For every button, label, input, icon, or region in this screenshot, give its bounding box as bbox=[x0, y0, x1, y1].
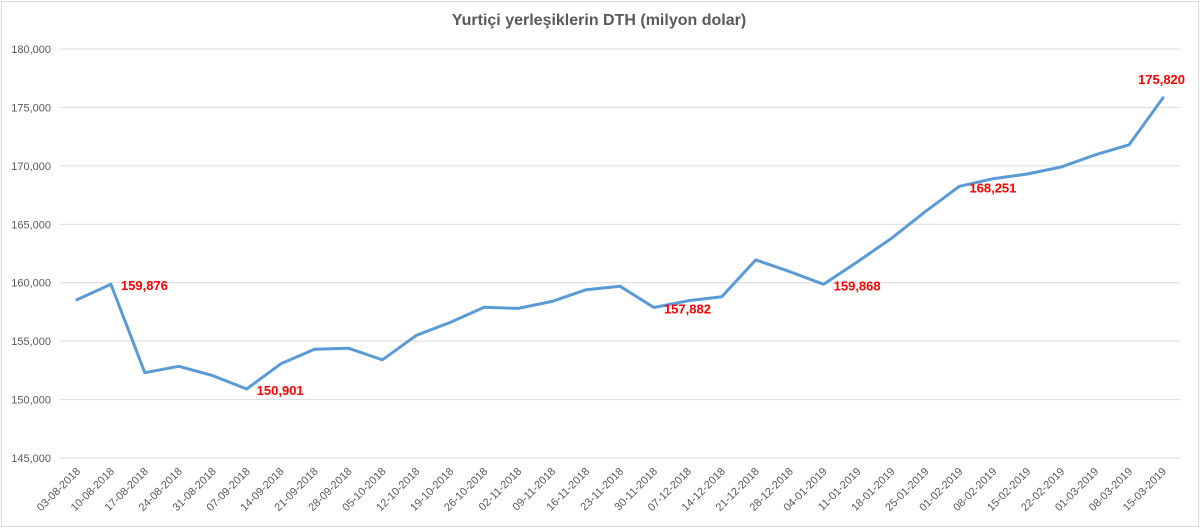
y-tick-label: 170,000 bbox=[11, 161, 51, 173]
x-axis-tick-labels: 03-08-201810-08-201817-08-201824-08-2018… bbox=[35, 466, 1169, 514]
y-tick-label: 160,000 bbox=[11, 278, 51, 290]
data-label: 168,251 bbox=[969, 180, 1016, 195]
series-line bbox=[75, 96, 1165, 391]
gridlines bbox=[60, 48, 1180, 459]
data-label: 159,876 bbox=[121, 278, 168, 293]
y-axis-tick-labels: 145,000 150,000 155,000 160,000 165,000 170,0… bbox=[11, 44, 51, 465]
y-tick-label: 150,000 bbox=[11, 395, 51, 407]
y-tick-label: 155,000 bbox=[11, 336, 51, 348]
data-label: 159,868 bbox=[834, 278, 881, 293]
y-tick-label: 145,000 bbox=[11, 453, 51, 465]
chart-title: Yurtiçi yerleşiklerin DTH (milyon dolar) bbox=[452, 12, 746, 29]
y-tick-label: 175,000 bbox=[11, 102, 51, 114]
data-label: 150,901 bbox=[257, 383, 304, 398]
y-tick-label: 180,000 bbox=[11, 44, 51, 56]
data-label: 175,820 bbox=[1138, 72, 1185, 87]
data-labels: 159,876 150,901 157,882 159,868 168,251 175,8… bbox=[121, 72, 1185, 398]
series-layer bbox=[75, 96, 1165, 391]
y-tick-label: 165,000 bbox=[11, 219, 51, 231]
data-label: 157,882 bbox=[664, 301, 711, 316]
